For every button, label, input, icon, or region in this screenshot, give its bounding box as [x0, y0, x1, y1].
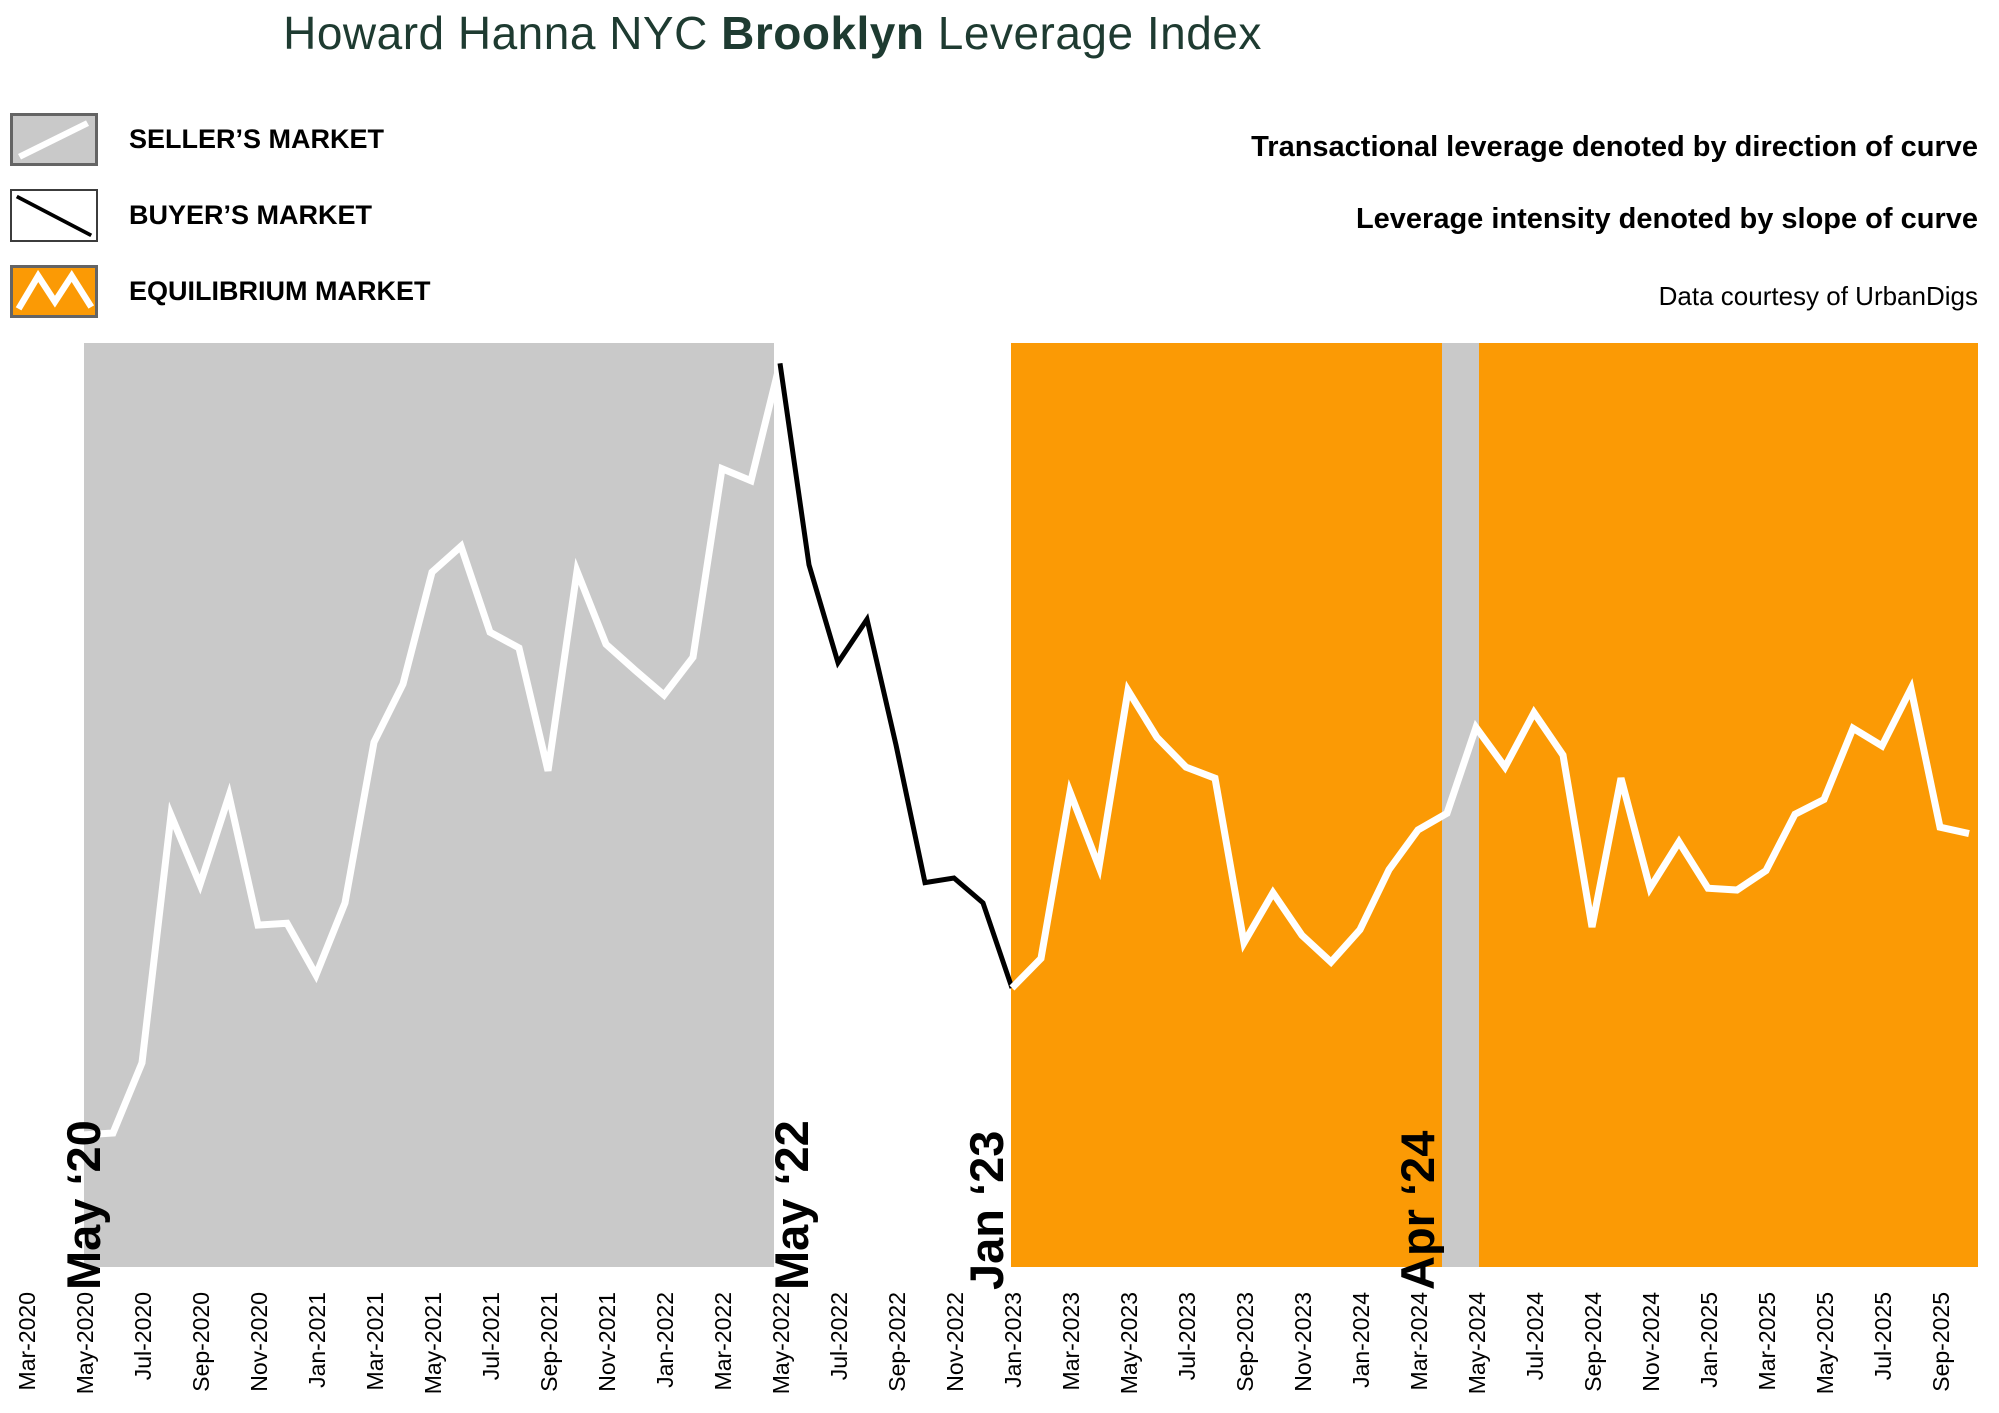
axis-tick-label: May-2025: [1812, 1292, 1838, 1394]
axis-tick-label: Sep-2020: [188, 1292, 214, 1392]
chart-legend: SELLER’S MARKET BUYER’S MARKET EQUILIBRI…: [10, 113, 430, 341]
region-band-equilibrium-2: [1011, 343, 1442, 1267]
curve-segment-buyer-period-black: [777, 362, 1015, 989]
boundary-label-3: Apr ‘24: [1391, 1131, 1444, 1290]
annotation-direction-of-curve: Transactional leverage denoted by direct…: [1251, 131, 1978, 163]
axis-tick-label: Nov-2021: [594, 1292, 620, 1392]
axis-tick-label: Mar-2023: [1058, 1292, 1084, 1390]
region-band-seller-0: [84, 343, 774, 1267]
axis-tick-label: Jul-2020: [130, 1292, 156, 1380]
axis-tick-label: Jul-2021: [478, 1292, 504, 1380]
boundary-label-1: May ‘22: [765, 1120, 818, 1290]
axis-tick-label: May-2022: [768, 1292, 794, 1394]
curve-segment-seller-period-white: [25, 362, 784, 1141]
axis-tick-label: Nov-2023: [1290, 1292, 1316, 1392]
axis-tick-label: Mar-2025: [1754, 1292, 1780, 1390]
axis-tick-label: Nov-2022: [942, 1292, 968, 1392]
page-title: Howard Hanna NYC Brooklyn Leverage Index: [0, 6, 1545, 60]
sellers-market-swatch-icon: [10, 113, 98, 166]
axis-tick-label: Sep-2024: [1580, 1292, 1606, 1392]
axis-tick-label: Sep-2021: [536, 1292, 562, 1392]
axis-tick-label: Nov-2020: [246, 1292, 272, 1392]
region-band-equilibrium-4: [1479, 343, 1978, 1267]
title-part-prefix: Howard Hanna NYC: [283, 7, 722, 59]
axis-tick-label: Jan-2021: [304, 1292, 330, 1388]
boundary-label-2: Jan ‘23: [960, 1131, 1013, 1290]
annotation-data-courtesy: Data courtesy of UrbanDigs: [1658, 281, 1978, 311]
title-part-suffix: Leverage Index: [924, 7, 1262, 59]
legend-label: SELLER’S MARKET: [129, 124, 385, 154]
boundary-label-0: May ‘20: [57, 1120, 110, 1290]
axis-tick-label: Sep-2022: [884, 1292, 910, 1392]
axis-tick-label: Mar-2022: [710, 1292, 736, 1390]
axis-tick-label: Mar-2020: [14, 1292, 40, 1390]
title-part-borough: Brooklyn: [721, 7, 925, 59]
axis-tick-label: May-2021: [420, 1292, 446, 1394]
axis-tick-label: Jan-2024: [1348, 1292, 1374, 1388]
axis-tick-label: Jul-2025: [1870, 1292, 1896, 1380]
axis-tick-label: Jan-2025: [1696, 1292, 1722, 1388]
axis-tick-label: Mar-2024: [1406, 1292, 1432, 1391]
axis-tick-label: Mar-2021: [362, 1292, 388, 1390]
region-band-buyer-1: [774, 343, 1011, 1267]
axis-tick-label: Sep-2025: [1928, 1292, 1954, 1392]
axis-tick-label: May-2023: [1116, 1292, 1142, 1394]
axis-tick-label: May-2020: [72, 1292, 98, 1394]
legend-item-equilibrium-market: EQUILIBRIUM MARKET: [10, 265, 430, 318]
axis-tick-label: Jan-2022: [652, 1292, 678, 1388]
legend-label: BUYER’S MARKET: [129, 200, 373, 230]
buyers-market-swatch-icon: [10, 189, 98, 242]
annotation-slope-of-curve: Leverage intensity denoted by slope of c…: [1355, 203, 1978, 235]
axis-tick-label: Jul-2022: [826, 1292, 852, 1380]
axis-tick-label: Sep-2023: [1232, 1292, 1258, 1392]
legend-item-buyers-market: BUYER’S MARKET: [10, 189, 430, 242]
axis-tick-label: Jan-2023: [1000, 1292, 1026, 1388]
equilibrium-market-swatch-icon: [10, 265, 98, 318]
axis-tick-label: Jul-2023: [1174, 1292, 1200, 1380]
legend-label: EQUILIBRIUM MARKET: [129, 276, 431, 306]
curve-segment-equilibrium-period-white: [1009, 678, 1970, 991]
axis-tick-label: Jul-2024: [1522, 1292, 1548, 1380]
legend-item-sellers-market: SELLER’S MARKET: [10, 113, 430, 166]
axis-tick-label: Nov-2024: [1638, 1292, 1664, 1392]
axis-tick-label: May-2024: [1464, 1292, 1490, 1394]
